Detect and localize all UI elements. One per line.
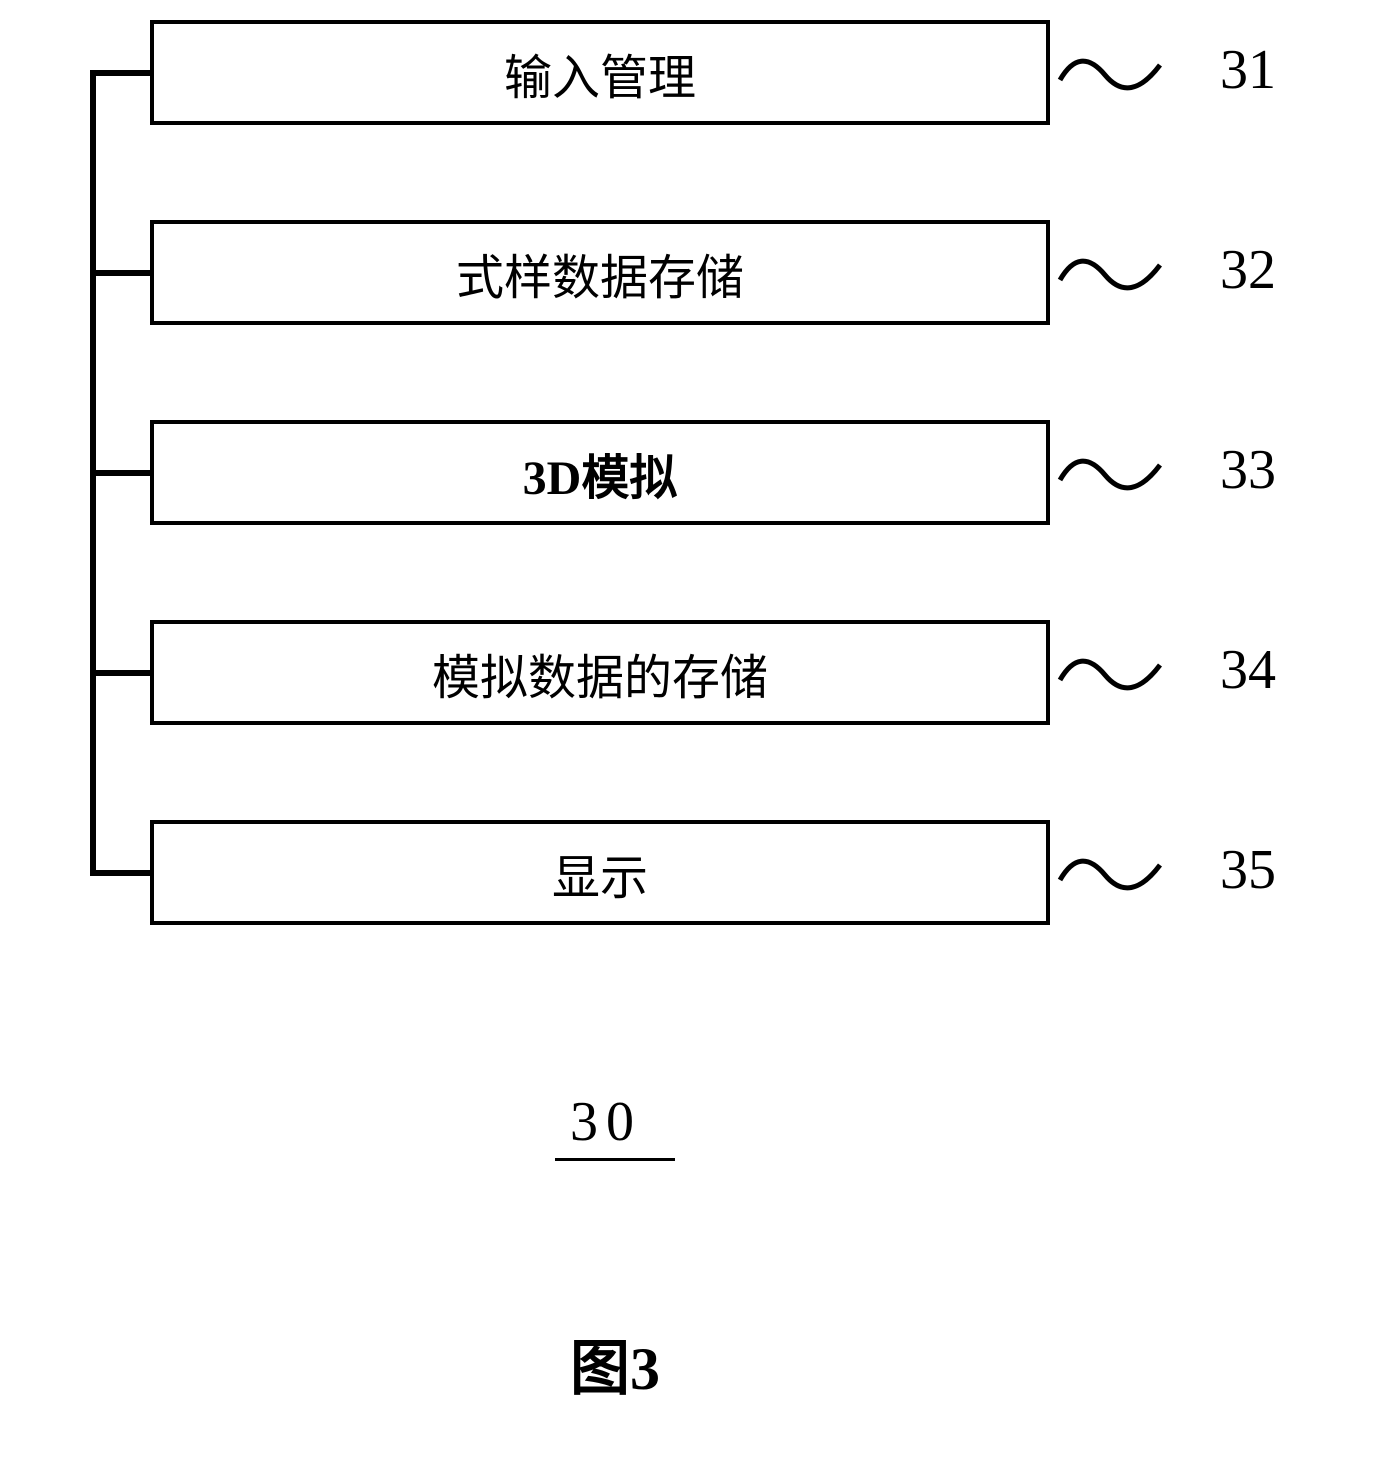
squiggle-5 — [1055, 850, 1165, 910]
figure-number: 30 — [570, 1090, 642, 1154]
box-label-4: 模拟数据的存储 — [432, 638, 768, 708]
connector-1 — [90, 70, 154, 76]
connector-2 — [90, 270, 154, 276]
connector-3 — [90, 470, 154, 476]
box-pattern-data-storage: 式样数据存储 — [150, 220, 1050, 325]
box-input-management: 输入管理 — [150, 20, 1050, 125]
ref-label-1: 31 — [1220, 38, 1276, 102]
box-3d-simulation: 3D模拟 — [150, 420, 1050, 525]
ref-label-5: 35 — [1220, 838, 1276, 902]
figure-caption: 图3 — [570, 1320, 660, 1407]
ref-label-3: 33 — [1220, 438, 1276, 502]
ref-label-4: 34 — [1220, 638, 1276, 702]
box-label-3: 3D模拟 — [523, 438, 678, 508]
box-display: 显示 — [150, 820, 1050, 925]
squiggle-2 — [1055, 250, 1165, 310]
squiggle-4 — [1055, 650, 1165, 710]
squiggle-1 — [1055, 50, 1165, 110]
squiggle-3 — [1055, 450, 1165, 510]
connector-5 — [90, 870, 154, 876]
box-simulation-data-storage: 模拟数据的存储 — [150, 620, 1050, 725]
box-label-2: 式样数据存储 — [456, 238, 744, 308]
figure-number-underline — [555, 1158, 675, 1161]
box-label-5: 显示 — [552, 838, 648, 908]
connector-4 — [90, 670, 154, 676]
box-label-1: 输入管理 — [504, 38, 696, 108]
ref-label-2: 32 — [1220, 238, 1276, 302]
